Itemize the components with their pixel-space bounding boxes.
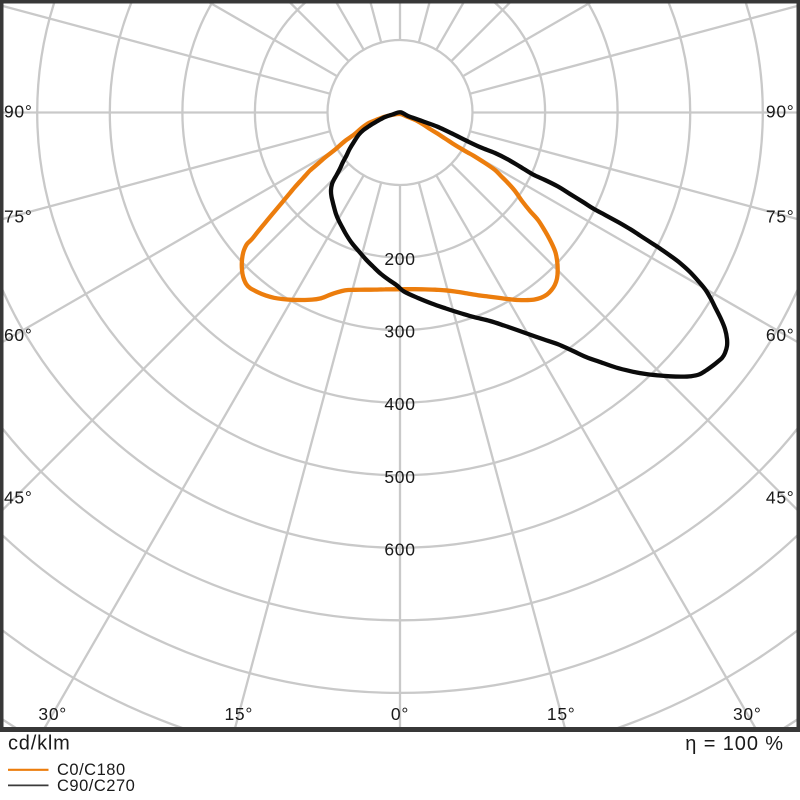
svg-text:30°: 30°: [733, 704, 762, 724]
svg-text:30°: 30°: [38, 704, 67, 724]
svg-text:300: 300: [384, 322, 415, 342]
svg-text:90°: 90°: [4, 102, 33, 122]
svg-text:45°: 45°: [766, 488, 795, 508]
svg-text:90°: 90°: [766, 102, 795, 122]
svg-text:60°: 60°: [766, 325, 795, 345]
svg-text:η = 100 %: η = 100 %: [685, 733, 784, 755]
svg-text:75°: 75°: [4, 207, 33, 227]
svg-text:500: 500: [384, 467, 415, 487]
svg-text:75°: 75°: [766, 207, 795, 227]
svg-text:45°: 45°: [4, 488, 33, 508]
svg-text:C90/C270: C90/C270: [57, 777, 135, 795]
svg-text:C0/C180: C0/C180: [57, 761, 126, 779]
svg-text:200: 200: [384, 249, 415, 269]
svg-text:60°: 60°: [4, 325, 33, 345]
svg-text:cd/klm: cd/klm: [8, 733, 71, 755]
svg-text:15°: 15°: [547, 704, 576, 724]
svg-text:15°: 15°: [225, 704, 254, 724]
svg-text:600: 600: [384, 539, 415, 559]
svg-text:400: 400: [384, 394, 415, 414]
svg-text:0°: 0°: [391, 704, 409, 724]
